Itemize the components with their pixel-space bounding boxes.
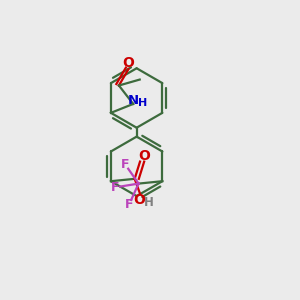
Text: F: F bbox=[121, 158, 129, 171]
Text: O: O bbox=[122, 56, 134, 70]
Text: H: H bbox=[143, 196, 153, 209]
Text: O: O bbox=[134, 193, 146, 207]
Text: F: F bbox=[111, 181, 119, 194]
Text: H: H bbox=[138, 98, 147, 108]
Text: F: F bbox=[125, 198, 133, 211]
Text: N: N bbox=[128, 94, 139, 107]
Text: O: O bbox=[138, 148, 150, 163]
